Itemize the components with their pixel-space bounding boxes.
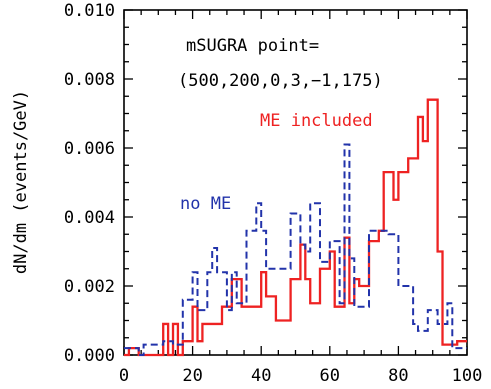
x-tick-label: 20 [182,366,202,386]
x-tick-label: 80 [388,366,408,386]
y-tick-label: 0.004 [64,208,115,228]
y-tick-label: 0.006 [64,139,115,159]
y-tick-label: 0.002 [64,277,115,297]
x-tick-label: 100 [452,366,483,386]
series-layer [124,98,467,357]
y-tick-label: 0.010 [64,1,115,21]
plot-frame [123,9,468,356]
x-tick-labels: 0 20 40 60 80 100 [119,366,482,386]
annotation-mpoint: mSUGRA point= [186,36,319,56]
y-tick-label: 0.000 [64,346,115,366]
axis-ticks [123,9,468,356]
series-line-me-included [124,98,467,357]
y-tick-labels: 0.000 0.002 0.004 0.006 0.008 0.010 [64,1,115,366]
legend-label-me-included: ME included [260,111,373,131]
y-axis-title: dN/dm (events/GeV) [11,90,31,274]
annotation-params: (500,200,0,3,−1,175) [178,71,383,91]
x-tick-label: 0 [119,366,129,386]
x-tick-label: 40 [251,366,271,386]
y-tick-label: 0.008 [64,70,115,90]
series-line-no-me [124,143,467,356]
legend-label-no-me: no ME [180,194,231,214]
x-tick-label: 60 [320,366,340,386]
